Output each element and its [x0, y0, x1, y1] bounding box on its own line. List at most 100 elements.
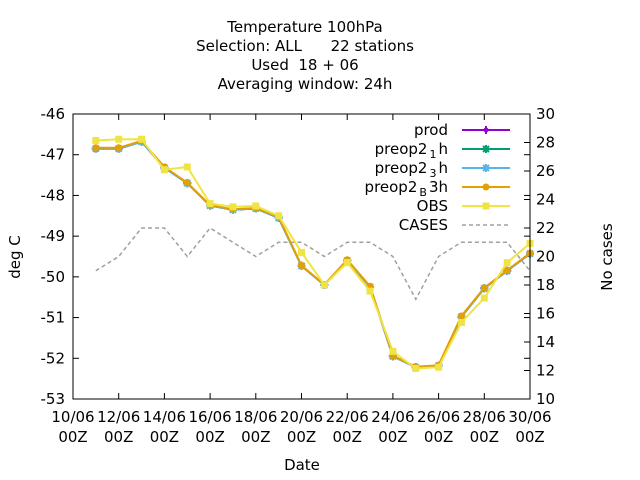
x-tick-label-date: 30/06	[508, 408, 551, 426]
title-line-2: Selection: ALL 22 stations	[196, 37, 414, 55]
data-point-pB	[183, 179, 191, 187]
data-point-obs	[412, 364, 420, 372]
series-obs	[92, 135, 534, 372]
legend-label-main: CASES	[399, 216, 448, 234]
data-point-pB	[503, 266, 511, 274]
legend-label-main: preop2	[365, 178, 418, 196]
x-tick-label-hour: 00Z	[515, 428, 544, 446]
x-tick-label-date: 26/06	[417, 408, 460, 426]
y-tick-label: -46	[41, 105, 66, 123]
data-point-obs	[138, 135, 146, 143]
data-point-obs	[206, 200, 214, 208]
data-point-obs	[252, 202, 260, 210]
x-tick-label-hour: 00Z	[424, 428, 453, 446]
legend-label-sub: B	[419, 186, 427, 199]
series-line-pB	[95, 139, 531, 368]
data-point-pB	[92, 144, 100, 152]
legend-label-suffix: h	[438, 140, 448, 158]
data-point-obs	[457, 318, 465, 326]
legend-label: preop2 B 3h	[365, 178, 448, 199]
data-point-obs	[366, 287, 374, 295]
x-tick-label-date: 10/06	[51, 408, 94, 426]
legend-label-main: prod	[414, 121, 448, 139]
legend-label-sub: 3	[429, 167, 436, 180]
series-line-obs	[95, 138, 531, 370]
series-pB	[92, 137, 534, 371]
data-point-obs	[115, 135, 123, 143]
y2-tick-label: 24	[536, 191, 555, 209]
y2-tick-label: 16	[536, 305, 555, 323]
title-line-4: Averaging window: 24h	[218, 75, 393, 93]
legend-item-cases: CASES	[399, 216, 510, 234]
series-cases	[95, 227, 531, 301]
series-line-prod	[95, 140, 531, 369]
legend-marker	[482, 164, 490, 172]
y-tick-label: -48	[41, 186, 66, 204]
data-point-obs	[275, 212, 283, 220]
y2-tick-label: 12	[536, 362, 555, 380]
data-point-obs	[503, 259, 511, 267]
y2-tick-label: 28	[536, 134, 555, 152]
plot-frame	[72, 113, 531, 400]
x-tick-label-hour: 00Z	[287, 428, 316, 446]
data-point-obs	[183, 163, 191, 171]
y-axis-ticks: -53 -52 -51 -50 -49 -48 -47 -46	[41, 105, 530, 408]
series-line-cases	[95, 227, 531, 301]
y2-tick-label: 20	[536, 248, 555, 266]
x-tick-label-date: 28/06	[463, 408, 506, 426]
series-p1	[91, 137, 534, 372]
x-tick-label-hour: 00Z	[470, 428, 499, 446]
x-tick-label-date: 22/06	[326, 408, 369, 426]
data-point-obs	[320, 281, 328, 289]
x-tick-label-hour: 00Z	[378, 428, 407, 446]
data-point-obs	[389, 347, 397, 355]
title-line-1: Temperature 100hPa	[226, 18, 383, 36]
y-tick-label: -53	[41, 390, 66, 408]
x-tick-label-date: 24/06	[371, 408, 414, 426]
series-layer	[91, 135, 534, 372]
y-tick-label: -52	[41, 349, 66, 367]
data-point-obs	[92, 136, 100, 144]
legend-label-main: OBS	[417, 197, 448, 215]
y-tick-label: -50	[41, 268, 66, 286]
legend-label: prod	[414, 121, 448, 139]
x-tick-label-hour: 00Z	[241, 428, 270, 446]
y2-tick-label: 10	[536, 390, 555, 408]
legend-label: preop2 1 h	[375, 140, 448, 161]
y2-axis-ticks: 10 12 14 16 18 20 22 24 26 28 30	[524, 105, 555, 408]
x-tick-label-hour: 00Z	[150, 428, 179, 446]
x-tick-label-date: 14/06	[143, 408, 186, 426]
series-line-p3	[95, 140, 531, 369]
legend-item-p3: preop2 3 h	[375, 159, 510, 180]
chart-title: Temperature 100hPa Selection: ALL 22 sta…	[196, 18, 414, 93]
legend-marker	[482, 126, 490, 134]
data-point-obs	[435, 363, 443, 371]
data-point-obs	[298, 248, 305, 256]
legend-label-main: preop2	[375, 140, 428, 158]
data-point-obs	[160, 166, 168, 174]
x-tick-label-date: 20/06	[280, 408, 323, 426]
legend-label-main: preop2	[375, 159, 428, 177]
data-point-pB	[298, 261, 305, 269]
data-point-obs	[343, 259, 351, 267]
legend-marker	[482, 145, 490, 153]
x-tick-label-hour: 00Z	[58, 428, 87, 446]
y-axis-label: deg C	[6, 235, 24, 279]
series-prod	[91, 137, 534, 372]
data-point-pB	[115, 144, 123, 152]
y-tick-label: -51	[41, 309, 66, 327]
y2-tick-label: 26	[536, 162, 555, 180]
legend-label-suffix: h	[438, 159, 448, 177]
legend-label: preop2 3 h	[375, 159, 448, 180]
x-tick-label-date: 12/06	[97, 408, 140, 426]
y-tick-label: -49	[41, 227, 66, 245]
title-line-3: Used 18 + 06	[251, 56, 358, 74]
x-tick-label-hour: 00Z	[195, 428, 224, 446]
legend-item-pB: preop2 B 3h	[365, 178, 510, 199]
legend-marker	[482, 202, 490, 210]
data-point-pB	[457, 312, 465, 320]
data-point-obs	[480, 294, 488, 302]
data-point-pB	[480, 284, 488, 292]
